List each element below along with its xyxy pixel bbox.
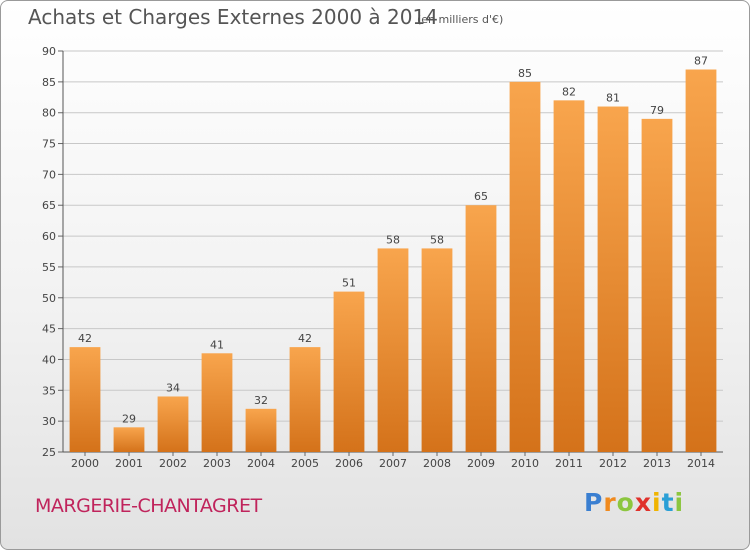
x-tick-label-2002: 2002: [159, 457, 187, 470]
bar-2006: [333, 291, 365, 452]
brand-letter: t: [661, 488, 675, 517]
bar-2013: [641, 118, 673, 452]
x-tick-label-2013: 2013: [643, 457, 671, 470]
chart-title: Achats et Charges Externes 2000 à 2014: [28, 5, 438, 29]
axis-layer: 25 30 35 40 45 50 55 60 65 70 75 80 85 90 2000 2001 2002…: [42, 45, 723, 470]
proxiti-logo[interactable]: Proxiti: [584, 488, 684, 517]
value-label-2009: 65: [474, 190, 488, 203]
bar-2005: [289, 347, 321, 452]
value-label-2011: 82: [562, 85, 576, 98]
x-tick-label-2003: 2003: [203, 457, 231, 470]
bar-layer: [69, 69, 717, 453]
x-tick-label-2006: 2006: [335, 457, 363, 470]
bar-2008: [421, 248, 453, 452]
chart-subtitle: (en milliers d'€): [417, 13, 504, 26]
bar-2007: [377, 248, 409, 452]
bar-2010: [509, 81, 541, 452]
x-tick-label-2004: 2004: [247, 457, 275, 470]
y-tick-label: 25: [42, 446, 56, 459]
brand-letter: i: [674, 488, 685, 517]
value-label-2012: 81: [606, 92, 620, 105]
value-label-2005: 42: [298, 332, 312, 345]
brand-letter: r: [603, 488, 617, 517]
x-tick-label-2009: 2009: [467, 457, 495, 470]
value-label-2001: 29: [122, 412, 136, 425]
y-tick-label: 75: [42, 138, 56, 151]
y-tick-label: 85: [42, 76, 56, 89]
bar-2012: [597, 106, 629, 453]
brand-letter: P: [584, 488, 604, 517]
value-label-2010: 85: [518, 67, 532, 80]
x-tick-label-2011: 2011: [555, 457, 583, 470]
bar-2001: [113, 427, 145, 452]
bar-2009: [465, 205, 497, 452]
x-tick-label-2012: 2012: [599, 457, 627, 470]
value-label-2013: 79: [650, 104, 664, 117]
x-tick-label-2005: 2005: [291, 457, 319, 470]
y-tick-label: 80: [42, 107, 56, 120]
bar-2002: [157, 396, 189, 452]
value-label-2002: 34: [166, 381, 180, 394]
brand-letter: o: [616, 488, 635, 517]
city-name: MARGERIE-CHANTAGRET: [35, 495, 262, 517]
y-tick-label: 40: [42, 353, 56, 366]
y-tick-label: 90: [42, 45, 56, 58]
value-label-2000: 42: [78, 332, 92, 345]
y-tick-label: 70: [42, 168, 56, 181]
x-tick-label-2014: 2014: [687, 457, 715, 470]
brand-letter: i: [652, 488, 662, 517]
y-tick-label: 30: [42, 415, 56, 428]
bar-2011: [553, 100, 585, 452]
x-tick-label-2010: 2010: [511, 457, 539, 470]
x-tick-label-2008: 2008: [423, 457, 451, 470]
x-tick-label-2007: 2007: [379, 457, 407, 470]
x-tick-label-2001: 2001: [115, 457, 143, 470]
bar-2014: [685, 69, 717, 452]
y-tick-label: 50: [42, 292, 56, 305]
value-label-2008: 58: [430, 233, 444, 246]
y-tick-label: 35: [42, 384, 56, 397]
value-label-2004: 32: [254, 394, 268, 407]
bar-2004: [245, 408, 277, 452]
value-label-2007: 58: [386, 233, 400, 246]
y-tick-label: 60: [42, 230, 56, 243]
y-tick-label: 45: [42, 323, 56, 336]
x-tick-label-2000: 2000: [71, 457, 99, 470]
label-layer: 42 29 34 41 32 42 51 58 58 65 85 82 81 79 87: [78, 55, 708, 426]
y-tick-label: 55: [42, 261, 56, 274]
bar-2000: [69, 347, 101, 452]
value-label-2014: 87: [694, 55, 708, 68]
value-label-2006: 51: [342, 277, 356, 290]
bar-2003: [201, 353, 233, 452]
y-tick-label: 65: [42, 199, 56, 212]
value-label-2003: 41: [210, 338, 224, 351]
brand-letter: x: [634, 488, 652, 517]
